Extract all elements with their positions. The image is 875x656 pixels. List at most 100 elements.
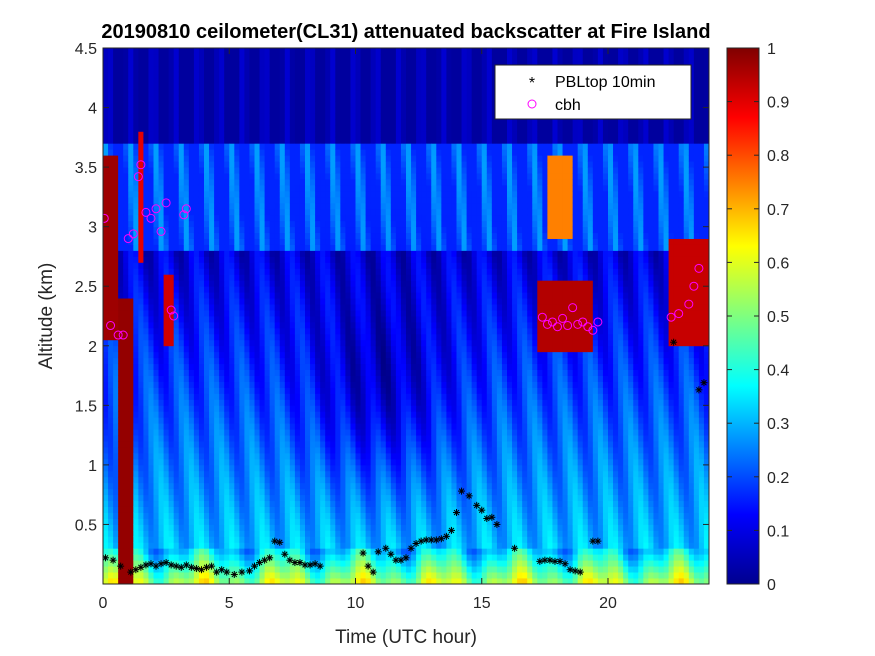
heatmap-cell: [340, 464, 346, 472]
heatmap-cell: [244, 298, 250, 305]
heatmap-cell: [259, 381, 265, 388]
heatmap-cell: [183, 524, 190, 531]
heatmap-cell: [214, 143, 220, 150]
heatmap-cell: [204, 375, 210, 382]
heatmap-cell: [163, 232, 170, 239]
heatmap-cell: [123, 429, 129, 436]
heatmap-cell: [264, 304, 271, 311]
heatmap-cell: [325, 339, 331, 347]
heatmap-cell: [294, 500, 301, 507]
heatmap-cell: [310, 512, 316, 519]
heatmap-cell: [239, 327, 245, 335]
heatmap-cell: [279, 304, 286, 311]
heatmap-cell: [320, 89, 326, 97]
heatmap-cell: [168, 48, 175, 55]
heatmap-cell: [274, 572, 281, 579]
heatmap-cell: [294, 190, 301, 198]
heatmap-cell: [320, 310, 326, 317]
heatmap-cell: [188, 113, 195, 120]
heatmap-cell: [229, 256, 235, 263]
heatmap-cell: [269, 381, 276, 388]
heatmap-cell: [158, 143, 164, 150]
heatmap-cell: [299, 423, 306, 430]
heatmap-cell: [133, 482, 139, 490]
heatmap-cell: [123, 316, 129, 323]
heatmap-cell: [365, 441, 372, 448]
heatmap-cell: [274, 506, 281, 513]
heatmap-cell: [234, 411, 240, 418]
heatmap-cell: [239, 65, 245, 73]
heatmap-cell: [380, 423, 387, 430]
heatmap-cell: [118, 399, 124, 406]
heatmap-cell: [229, 155, 235, 162]
heatmap-cell: [229, 244, 235, 251]
heatmap-cell: [118, 381, 124, 388]
heatmap-cell: [153, 351, 159, 359]
heatmap-cell: [188, 149, 195, 156]
heatmap-cell: [289, 566, 296, 573]
heatmap-cell: [128, 542, 134, 549]
heatmap-cell: [234, 542, 240, 549]
heatmap-cell: [325, 95, 331, 102]
heatmap-cell: [234, 226, 240, 234]
heatmap-cell: [274, 339, 281, 347]
heatmap-cell: [375, 208, 382, 216]
heatmap-cell: [350, 369, 356, 376]
heatmap-cell: [234, 500, 240, 507]
heatmap-cell: [214, 71, 220, 79]
heatmap-cell: [294, 578, 301, 584]
heatmap-cell: [375, 48, 382, 55]
heatmap-cell: [294, 250, 301, 257]
heatmap-cell: [128, 53, 134, 61]
heatmap-cell: [219, 488, 225, 496]
heatmap-cell: [229, 48, 235, 55]
heatmap-cell: [123, 268, 129, 275]
heatmap-cell: [198, 387, 205, 394]
heatmap-cell: [178, 196, 185, 204]
heatmap-cell: [239, 202, 245, 210]
heatmap-cell: [325, 286, 331, 293]
heatmap-cell: [118, 506, 124, 513]
heatmap-cell: [108, 77, 114, 85]
heatmap-cell: [153, 232, 159, 239]
heatmap-cell: [325, 482, 331, 490]
heatmap-cell: [355, 89, 361, 97]
heatmap-cell: [320, 536, 326, 543]
heatmap-cell: [234, 452, 240, 460]
heatmap-cell: [224, 494, 230, 502]
heatmap-cell: [178, 488, 185, 496]
heatmap-cell: [143, 530, 149, 537]
heatmap-cell: [143, 173, 149, 180]
heatmap-cell: [209, 304, 215, 311]
heatmap-cell: [375, 214, 382, 222]
heatmap-cell: [188, 155, 195, 162]
heatmap-cell: [330, 65, 336, 73]
heatmap-cell: [193, 220, 200, 228]
heatmap-cell: [289, 482, 296, 490]
heatmap-cell: [360, 119, 366, 126]
heatmap-cell: [259, 387, 265, 394]
heatmap-cell: [299, 429, 306, 436]
heatmap-cell: [305, 167, 311, 174]
heatmap-cell: [264, 101, 271, 108]
heatmap-cell: [350, 554, 356, 561]
heatmap-cell: [350, 292, 356, 299]
heatmap-cell: [330, 149, 336, 156]
heatmap-cell: [360, 196, 366, 204]
heatmap-cell: [269, 83, 276, 91]
heatmap-cell: [269, 476, 276, 484]
heatmap-cell: [239, 548, 245, 555]
heatmap-cell: [183, 441, 190, 448]
heatmap-cell: [128, 256, 134, 263]
heatmap-cell: [330, 167, 336, 174]
heatmap-cell: [330, 202, 336, 210]
heatmap-cell: [380, 578, 387, 584]
heatmap-cell: [193, 464, 200, 472]
heatmap-cell: [209, 83, 215, 91]
heatmap-cell: [219, 220, 225, 228]
heatmap-cell: [224, 292, 230, 299]
heatmap-cell: [163, 381, 170, 388]
heatmap-cell: [209, 542, 215, 549]
heatmap-cell: [294, 458, 301, 466]
heatmap-cell: [340, 417, 346, 424]
